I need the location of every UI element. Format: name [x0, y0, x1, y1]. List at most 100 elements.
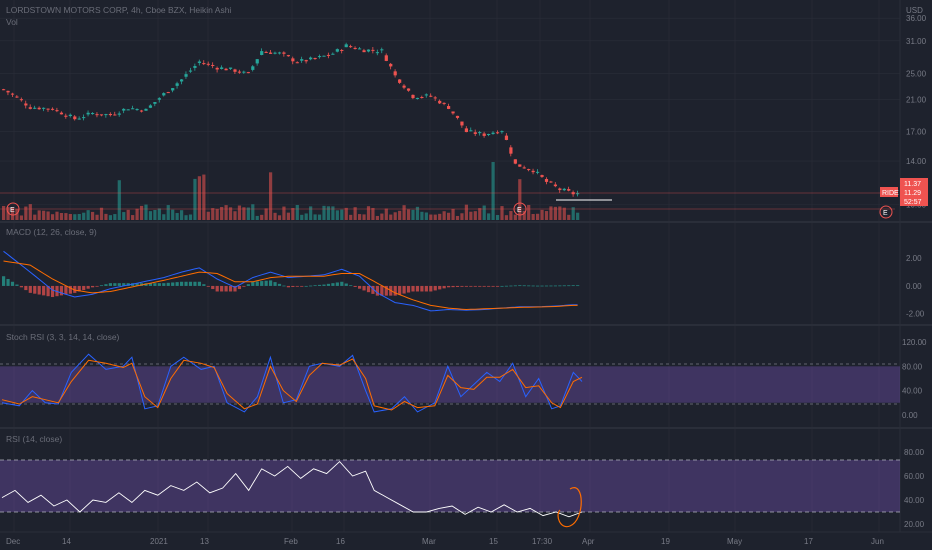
rsi-pane[interactable]: [0, 459, 900, 528]
volume-bar: [113, 214, 117, 220]
volume-bar: [411, 209, 415, 220]
candle-body: [460, 121, 464, 126]
volume-bar: [126, 209, 130, 220]
macd-hist-bar: [366, 285, 371, 293]
macd-hist-bar: [451, 285, 455, 288]
volume-bar: [68, 214, 72, 220]
candle-body: [531, 170, 535, 173]
volume-bar: [24, 206, 28, 220]
macd-tick-label: 0.00: [906, 282, 922, 291]
candle-body: [224, 68, 228, 71]
macd-hist-bar: [73, 285, 77, 293]
macd-hist-bar: [482, 285, 486, 287]
macd-hist-bar: [197, 281, 201, 286]
macd-hist-bar: [242, 285, 246, 287]
volume-bar: [144, 204, 148, 220]
macd-hist-bar: [406, 285, 411, 293]
volume-bar: [482, 205, 486, 220]
volume-bar: [371, 207, 375, 220]
macd-hist-bar: [469, 285, 473, 287]
earnings-marker-3[interactable]: E: [879, 205, 893, 219]
candle-body: [491, 132, 495, 134]
annotation-circle[interactable]: [557, 487, 582, 528]
macd-pane[interactable]: [2, 250, 580, 312]
macd-hist-bar: [491, 285, 495, 287]
candle-body: [202, 63, 206, 65]
macd-hist-bar: [371, 285, 375, 294]
candle-body: [340, 49, 344, 51]
volume-bar: [224, 205, 228, 220]
candle-body: [246, 72, 250, 74]
candle-body: [504, 135, 509, 140]
candle-body: [95, 114, 99, 116]
macd-hist-bar: [518, 285, 522, 287]
macd-hist-bar: [326, 283, 331, 286]
volume-bar: [304, 213, 308, 220]
candle-body: [536, 171, 540, 173]
macd-hist-bar: [264, 280, 268, 286]
macd-hist-bar: [6, 279, 10, 286]
candle-body: [277, 52, 282, 54]
macd-hist-bar: [375, 285, 379, 296]
macd-hist-bar: [86, 285, 90, 289]
volume-bar: [157, 208, 161, 220]
volume-bar: [264, 208, 268, 220]
macd-hist-bar: [59, 285, 64, 296]
candle-body: [91, 113, 95, 115]
volume-bar: [277, 215, 282, 220]
volume-bar: [495, 215, 500, 220]
macd-hist-bar: [549, 285, 553, 287]
volume-bar: [558, 206, 562, 220]
macd-hist-bar: [473, 285, 477, 287]
macd-hist-bar: [420, 285, 424, 292]
earnings-marker-1[interactable]: E: [6, 202, 20, 216]
volume-bar: [358, 214, 362, 220]
candle-body: [10, 93, 15, 95]
volume-bar: [504, 215, 509, 220]
candle-body: [37, 107, 41, 110]
macd-hist-bar: [398, 285, 402, 295]
volume-bar: [260, 214, 264, 220]
macd-hist-bar: [255, 281, 259, 286]
volume-bar: [19, 215, 23, 220]
candle-body: [19, 99, 23, 101]
candle-body: [82, 117, 86, 119]
volume-bar: [77, 213, 81, 220]
candle-body: [455, 115, 460, 118]
candle-body: [358, 48, 362, 50]
macd-hist-bar: [251, 281, 255, 286]
stoch-rsi-pane[interactable]: [0, 353, 900, 413]
macd-hist-bar: [104, 284, 108, 286]
candle-body: [344, 44, 348, 48]
candle-body: [68, 114, 72, 117]
volume-bar: [175, 213, 179, 220]
stoch-k-line: [1, 353, 583, 413]
macd-hist-bar: [358, 285, 362, 289]
macd-hist-bar: [313, 285, 317, 287]
volume-bar: [406, 209, 411, 220]
candle-body: [269, 52, 273, 54]
price-pane[interactable]: [0, 42, 895, 220]
candle-body: [469, 130, 473, 132]
macd-hist-bar: [286, 285, 290, 288]
candle-body: [24, 103, 28, 106]
earnings-marker-2[interactable]: E: [513, 202, 527, 216]
candle-body: [157, 98, 161, 100]
candle-body: [15, 96, 19, 98]
macd-hist-bar: [540, 285, 544, 287]
candle-body: [406, 88, 411, 91]
volume-bar: [509, 210, 513, 220]
candle-body: [144, 108, 148, 111]
time-tick-label: Jun: [871, 537, 884, 546]
candle-body: [544, 178, 549, 182]
volume-bar: [282, 206, 286, 220]
time-tick-label: May: [727, 537, 742, 546]
macd-hist-bar: [157, 283, 161, 286]
time-axis[interactable]: Dec 14 2021 13 Feb 16 Mar 15 17:30 Apr 19 May 17 Jun: [6, 537, 884, 546]
candle-body: [482, 133, 486, 136]
candle-body: [371, 49, 375, 51]
macd-hist-bar: [148, 283, 153, 286]
macd-hist-bar: [220, 285, 224, 292]
volume-bar: [180, 210, 184, 220]
